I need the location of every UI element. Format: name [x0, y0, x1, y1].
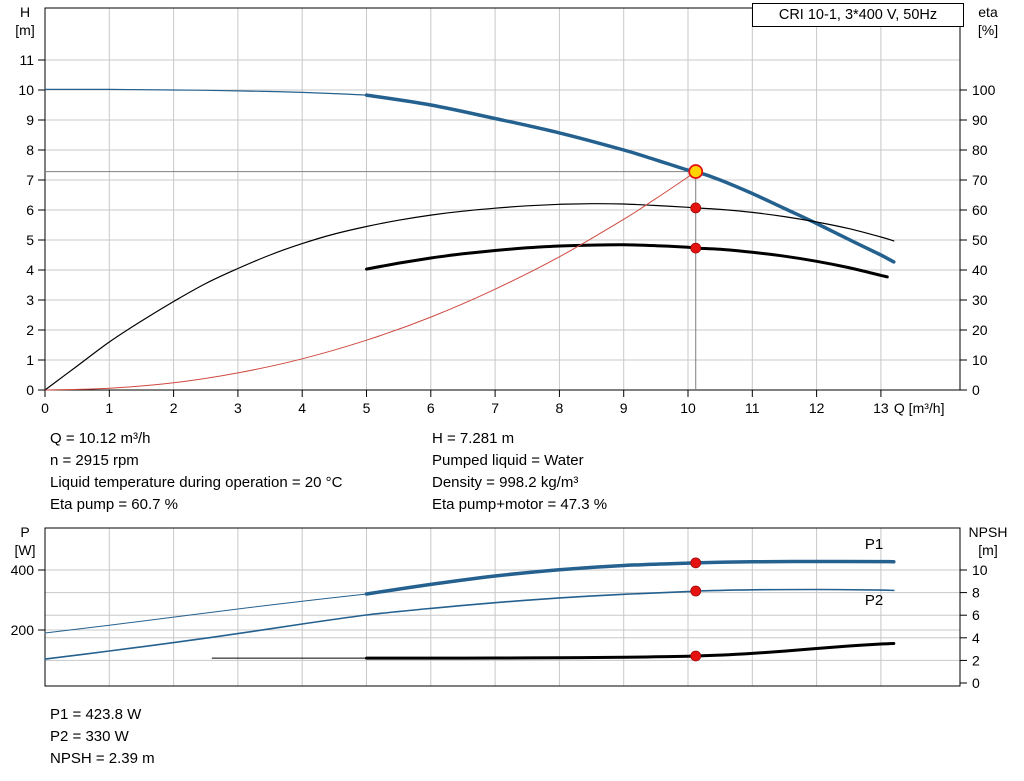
right-axis-tick-label: 0: [972, 382, 980, 398]
curve-npsh: [365, 642, 896, 660]
x-axis-tick-label: 7: [491, 400, 499, 416]
x-axis-tick-label: 0: [41, 400, 49, 416]
left-axis-tick-label: 5: [26, 232, 34, 248]
right-axis-tick-label: 4: [972, 630, 980, 646]
curve-p1-thin: [44, 593, 367, 634]
left-axis-title: [m]: [15, 22, 34, 38]
left-axis-title: P: [20, 524, 29, 540]
left-axis-tick-label: 3: [26, 292, 34, 308]
right-axis-tick-label: 20: [972, 322, 988, 338]
duty-point-dot: [690, 242, 702, 254]
plot-frame: [44, 7, 961, 391]
left-axis-tick-label: 11: [19, 52, 34, 68]
right-axis-tick-label: 10: [972, 352, 988, 368]
left-axis-tick-label: 2: [26, 322, 34, 338]
curve-label-p1: P1: [865, 536, 883, 553]
right-axis-tick-label: 80: [972, 142, 988, 158]
right-axis-tick-label: 100: [972, 82, 996, 98]
result-line-p1: P1 = 423.8 W: [50, 706, 142, 723]
duty-point-dot: [690, 650, 702, 662]
power-results-block: P1 = 423.8 W P2 = 330 W NPSH = 2.39 m: [50, 704, 155, 770]
left-axis-tick-label: 7: [26, 172, 34, 188]
left-axis-tick-label: 0: [26, 382, 34, 398]
info-line-liquid: Pumped liquid = Water: [432, 452, 584, 469]
info-line-density: Density = 998.2 kg/m³: [432, 474, 579, 491]
x-axis-tick-label: 9: [620, 400, 628, 416]
result-line-p2: P2 = 330 W: [50, 728, 129, 745]
plot-frame: [44, 527, 961, 687]
info-line-speed: n = 2915 rpm: [50, 452, 139, 469]
right-axis-tick-label: 50: [972, 232, 988, 248]
right-axis-tick-label: 6: [972, 607, 980, 623]
curve-h-q-thin: [44, 88, 368, 96]
curve-eta-pump-plus-motor: [365, 243, 889, 279]
right-axis-tick-label: 0: [972, 675, 980, 691]
left-axis-title: [W]: [15, 542, 36, 558]
info-line-eta-pump: Eta pump = 60.7 %: [50, 496, 178, 513]
left-axis-tick-label: 4: [26, 262, 34, 278]
x-axis-tick-label: 2: [170, 400, 178, 416]
left-axis-tick-label: 1: [26, 352, 34, 368]
x-axis-tick-label: 10: [680, 400, 696, 416]
right-axis-title: [m]: [978, 542, 997, 558]
operating-data-left-column: Q = 10.12 m³/h n = 2915 rpm Liquid tempe…: [50, 428, 432, 516]
result-line-npsh: NPSH = 2.39 m: [50, 750, 155, 767]
x-axis-tick-label: 13: [873, 400, 889, 416]
pump-model-title: CRI 10-1, 3*400 V, 50Hz: [752, 3, 964, 27]
x-axis-tick-label: 4: [298, 400, 306, 416]
x-axis-tick-label: 6: [427, 400, 435, 416]
x-axis-tick-label: 8: [556, 400, 564, 416]
info-line-temperature: Liquid temperature during operation = 20…: [50, 474, 343, 491]
x-axis-tick-label: 1: [105, 400, 113, 416]
right-axis-title: eta: [978, 4, 998, 20]
curve-load-curve: [44, 171, 697, 391]
right-axis-tick-label: 60: [972, 202, 988, 218]
info-line-flow: Q = 10.12 m³/h: [50, 430, 151, 447]
operating-data-right-column: H = 7.281 m Pumped liquid = Water Densit…: [432, 428, 607, 516]
right-axis-tick-label: 40: [972, 262, 988, 278]
x-axis-tick-label: 12: [809, 400, 825, 416]
x-axis-tick-label: 11: [745, 400, 760, 416]
left-axis-tick-label: 9: [26, 112, 34, 128]
duty-point-dot: [690, 557, 702, 569]
right-axis-title: NPSH: [969, 524, 1008, 540]
info-line-head: H = 7.281 m: [432, 430, 515, 447]
left-axis-tick-label: 8: [26, 142, 34, 158]
right-axis-title: [%]: [978, 22, 998, 38]
left-axis-tick-label: 200: [11, 622, 35, 638]
right-axis-tick-label: 70: [972, 172, 988, 188]
x-axis-tick-label: 5: [363, 400, 371, 416]
right-axis-tick-label: 2: [972, 652, 980, 668]
right-axis-tick-label: 10: [972, 562, 988, 578]
left-axis-tick-label: 400: [11, 562, 35, 578]
x-axis-tick-label: 3: [234, 400, 242, 416]
info-line-eta-pump-motor: Eta pump+motor = 47.3 %: [432, 496, 608, 513]
x-axis-title: Q [m³/h]: [894, 400, 945, 416]
right-axis-tick-label: 8: [972, 585, 980, 601]
curve-label-p2: P2: [865, 592, 883, 609]
operating-data-block: Q = 10.12 m³/h n = 2915 rpm Liquid tempe…: [50, 428, 607, 516]
curve-eta-pump: [44, 203, 895, 391]
left-axis-title: H: [20, 4, 30, 20]
operating-point-marker[interactable]: [688, 164, 704, 179]
power-npsh-chart: 200 400 0 2 4 6 8 10 P [W] NPSH [m] P1 P2: [11, 524, 1008, 691]
curve-p2: [44, 588, 895, 660]
duty-point-dot: [690, 585, 702, 597]
right-axis-tick-label: 90: [972, 112, 988, 128]
left-axis-tick-label: 6: [26, 202, 34, 218]
right-axis-tick-label: 30: [972, 292, 988, 308]
left-axis-tick-label: 10: [18, 82, 34, 98]
duty-point-dot: [690, 202, 702, 214]
